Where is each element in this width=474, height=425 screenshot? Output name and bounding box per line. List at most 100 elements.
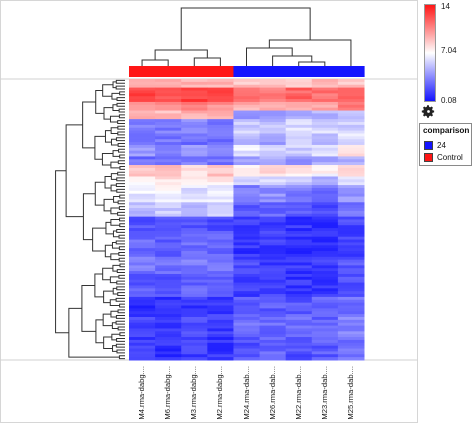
row-dendrogram-link — [117, 125, 125, 130]
heatmap-cell — [129, 228, 156, 232]
heatmap-cell — [181, 334, 208, 338]
row-dendrogram-link — [117, 143, 125, 147]
heatmap-cell — [285, 279, 313, 284]
heatmap-cell — [155, 216, 182, 220]
heatmap-cell — [207, 354, 234, 358]
heatmap-cell — [129, 153, 156, 157]
heatmap-cell — [207, 245, 234, 249]
heatmap-cell — [285, 104, 313, 109]
heatmap-cell — [181, 305, 208, 309]
heatmap-cell — [181, 119, 208, 123]
heatmap-cell — [155, 271, 182, 275]
heatmap-plot[interactable] — [0, 0, 418, 425]
heatmap-cell — [181, 185, 208, 189]
heatmap-cell — [285, 351, 313, 355]
heatmap-cell — [155, 279, 182, 284]
column-dendrogram-link — [272, 55, 313, 66]
heatmap-cell — [233, 116, 261, 120]
heatmap-cell — [155, 299, 182, 304]
legend-item-control[interactable]: Control — [424, 152, 472, 163]
heatmap-cell — [207, 357, 234, 361]
heatmap-cell — [207, 173, 234, 177]
heatmap-cell — [285, 84, 313, 89]
heatmap-cell — [181, 262, 208, 266]
heatmap-cell — [259, 124, 287, 129]
heatmap-cell — [129, 185, 156, 189]
heatmap-cell — [285, 305, 313, 309]
heatmap-cell — [207, 331, 234, 335]
heatmap-cell — [311, 225, 339, 229]
heatmap-cell — [155, 348, 182, 352]
heatmap-cell — [259, 193, 287, 198]
row-dendrogram-link — [117, 171, 125, 176]
column-label: M25.rma-dab.... — [345, 366, 355, 420]
color-scale-bar[interactable] — [424, 4, 436, 102]
heatmap-cell — [129, 176, 156, 180]
heatmap-cell — [155, 294, 182, 298]
heatmap-cell — [129, 285, 156, 289]
heatmap-cell — [285, 213, 313, 218]
heatmap-cell — [155, 316, 182, 321]
heatmap-cell — [207, 136, 234, 140]
row-dendrogram-link — [55, 170, 69, 334]
heatmap-cell — [311, 279, 339, 284]
heatmap-cell — [337, 199, 365, 203]
heatmap-cell — [155, 90, 182, 94]
heatmap-cell — [181, 113, 208, 117]
heatmap-cell — [181, 182, 208, 186]
heatmap-cell — [155, 101, 182, 106]
heatmap-cell — [129, 345, 156, 350]
heatmap-cell — [259, 245, 287, 249]
heatmap-cell — [155, 328, 182, 332]
gear-icon[interactable] — [421, 104, 436, 119]
heatmap-cell — [129, 93, 156, 97]
heatmap-cell — [233, 331, 261, 335]
heatmap-cell — [337, 110, 365, 114]
heatmap-cell — [337, 84, 365, 89]
heatmap-cell — [311, 253, 339, 258]
heatmap-cell — [181, 136, 208, 140]
heatmap-cell — [181, 144, 208, 149]
heatmap-cell — [337, 119, 365, 123]
row-dendrogram-link — [65, 124, 84, 218]
heatmap-cell — [207, 107, 234, 112]
row-dendrogram-link — [117, 326, 125, 331]
heatmap-cell — [129, 87, 156, 91]
heatmap-cell — [311, 205, 339, 209]
heatmap-cell — [259, 302, 287, 307]
heatmap-cell — [155, 199, 182, 203]
heatmap-cell — [233, 351, 261, 355]
heatmap-cell — [233, 101, 261, 106]
heatmap-cell — [181, 314, 208, 318]
legend-item-24[interactable]: 24 — [424, 140, 472, 151]
heatmap-cell — [285, 127, 313, 132]
heatmap-cell — [129, 357, 156, 361]
heatmap-cell — [311, 273, 339, 278]
heatmap-cell — [259, 199, 287, 203]
heatmap-cell — [155, 351, 182, 355]
heatmap-cell — [337, 271, 365, 275]
heatmap-cell — [285, 167, 313, 172]
heatmap-cell — [337, 276, 365, 281]
heatmap-cell — [311, 282, 339, 286]
heatmap-cell — [233, 319, 261, 324]
heatmap-cell — [337, 176, 365, 180]
heatmap-cell — [285, 150, 313, 155]
row-dendrogram-link — [103, 290, 114, 304]
heatmap-cell — [207, 253, 234, 258]
heatmap-cell — [155, 153, 182, 157]
heatmap-cell — [233, 262, 261, 266]
heatmap-cell — [259, 222, 287, 226]
heatmap-cell — [311, 311, 339, 315]
heatmap-cell — [233, 130, 261, 134]
heatmap-cell — [207, 242, 234, 246]
heatmap-cell — [259, 294, 287, 298]
heatmap-cell — [129, 296, 156, 301]
heatmap-cell — [259, 276, 287, 281]
heatmap-cell — [155, 185, 182, 189]
heatmap-cell — [155, 319, 182, 324]
heatmap-cell — [259, 119, 287, 123]
heatmap-cell — [181, 268, 208, 272]
heatmap-cell — [207, 81, 234, 86]
heatmap-cell — [311, 101, 339, 106]
